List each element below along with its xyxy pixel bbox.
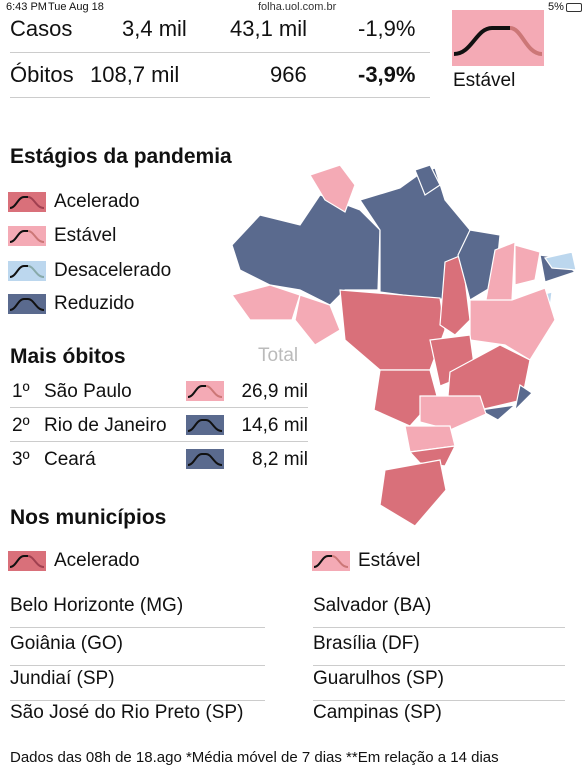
separator [10,700,265,701]
city: Brasília (DF) [313,633,420,654]
stage-label: Estável [453,70,516,91]
icon-acelerado [8,192,46,212]
section-title: Estágios da pandemia [10,145,232,168]
icon-graphic [8,294,46,314]
icon-graphic [186,415,224,435]
total: 14,6 mil [241,415,308,436]
section-title: Mais óbitos [10,345,126,368]
state: Rio de Janeiro [44,415,167,436]
rank: 1º [12,381,30,402]
legend-label: Acelerado [54,191,140,212]
city: Guarulhos (SP) [313,668,444,689]
row-label: Casos [10,16,73,41]
separator [10,627,265,628]
separator [313,627,565,628]
state: Ceará [44,449,96,470]
separator [313,700,565,701]
icon-reduzido [8,294,46,314]
city: Goiânia (GO) [10,633,123,654]
total: 26,9 mil [241,381,308,402]
column-header: Total [258,345,299,366]
row-value: -1,9% [358,16,416,41]
icon-reduzido [186,415,224,435]
separator [10,97,430,98]
total: 8,2 mil [252,449,308,470]
separator [10,52,430,53]
footnote: Dados das 08h de 18.ago *Média móvel de … [10,749,499,766]
city: Belo Horizonte (MG) [10,595,184,616]
date: Tue Aug 18 [48,1,104,13]
url: folha.uol.com.br [258,1,337,13]
battery: 5% [548,1,564,13]
icon-graphic [186,449,224,469]
row-value: 43,1 mil [230,16,308,41]
rank: 3º [12,449,30,470]
city: Campinas (SP) [313,702,442,723]
time: 6:43 PM [6,1,47,13]
icon-graphic [8,226,46,246]
state: São Paulo [44,381,132,402]
separator [10,441,308,442]
icon-graphic [8,261,46,281]
row-value: -3,9% [358,62,416,87]
city: Salvador (BA) [313,595,432,616]
stage-box [452,10,544,66]
section-title: Nos municípios [10,506,167,529]
icon-graphic [186,381,224,401]
battery-icon [566,3,582,12]
legend-label: Acelerado [54,550,140,571]
legend-label: Estável [54,225,117,246]
brazil-map [231,164,577,527]
city: Jundiaí (SP) [10,668,115,689]
icon-reduzido [186,449,224,469]
row-value: 3,4 mil [122,16,187,41]
rank: 2º [12,415,30,436]
icon-desacelerado [8,261,46,281]
separator [313,665,565,666]
icon-estavel [8,226,46,246]
icon-graphic [312,551,350,571]
row-value: 108,7 mil [90,62,180,87]
icon-graphic [8,192,46,212]
legend-label: Estável [358,550,421,571]
icon-estavel [312,551,350,571]
separator [10,665,265,666]
legend-label: Desacelerado [54,260,172,281]
row-label: Óbitos [10,62,74,87]
legend-label: Reduzido [54,293,135,314]
separator [10,407,308,408]
row-value: 966 [270,62,307,87]
icon-acelerado [8,551,46,571]
city: São José do Rio Preto (SP) [10,702,244,723]
icon-graphic [8,551,46,571]
icon-estavel [186,381,224,401]
